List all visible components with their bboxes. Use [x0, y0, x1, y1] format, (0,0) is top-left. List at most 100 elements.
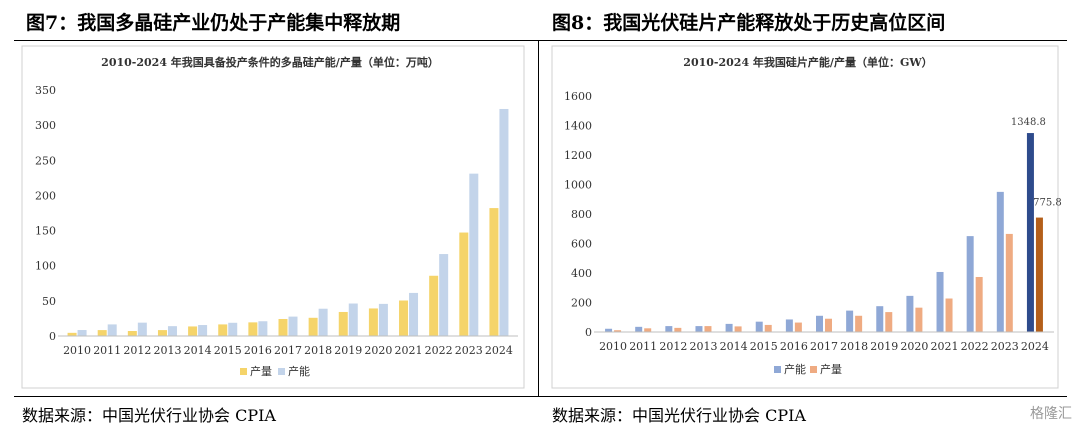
x-tick-label: 2019: [334, 344, 362, 357]
bar-capacity-2022: [966, 236, 974, 332]
y-tick-label: 200: [35, 189, 56, 202]
bar-output-2022: [429, 275, 439, 336]
chart-frame: [551, 45, 1059, 389]
bar-capacity-2014: [725, 323, 733, 332]
y-tick-label: 300: [35, 119, 56, 132]
legend-swatch-output: [810, 366, 817, 373]
bar-output-2013: [157, 330, 167, 336]
x-tick-label: 2021: [395, 344, 423, 357]
bar-capacity-2012: [137, 322, 147, 336]
bar-output-2014: [734, 326, 742, 332]
chart-frame: [21, 45, 525, 389]
x-tick-label: 2019: [870, 340, 898, 353]
x-tick-label: 2018: [840, 340, 868, 353]
x-tick-label: 2020: [364, 344, 392, 357]
wafer-chart-panel: 2010-2024 年我国硅片产能/产量（单位：GW） 0 200 400 600 80…: [548, 44, 1062, 392]
y-tick-label: 0: [585, 326, 592, 339]
bar-output-2017: [825, 318, 832, 332]
y-tick-label: 1000: [564, 179, 592, 192]
chart-title: 2010-2024 年我国具备投产条件的多晶硅产能/产量（单位：万吨）: [101, 55, 439, 69]
bar-capacity-2015: [755, 321, 763, 332]
top-rule-left: [14, 40, 538, 41]
bar-output-2023: [459, 232, 469, 336]
bar-output-2016: [794, 322, 802, 332]
bar-output-2020: [368, 308, 378, 336]
bar-output-2011: [97, 330, 107, 336]
bar-output-2024: [1035, 217, 1043, 332]
y-tick-label: 1200: [564, 149, 592, 162]
x-tick-label: 2023: [455, 344, 483, 357]
bar-capacity-2011: [107, 324, 117, 336]
source-note-left: 数据来源：中国光伏行业协会 CPIA: [22, 406, 276, 425]
bar-capacity-2022: [439, 254, 449, 336]
bar-output-2014: [188, 326, 198, 336]
bar-output-2010: [67, 332, 77, 336]
x-tick-label: 2021: [931, 340, 959, 353]
legend-label-capacity: 产能: [784, 362, 806, 376]
x-tick-label: 2016: [780, 340, 808, 353]
bar-output-2021: [945, 298, 953, 332]
bar-capacity-2017: [816, 315, 823, 332]
bar-output-2024: [489, 208, 499, 336]
bar-capacity-2019: [348, 303, 358, 336]
x-tick-label: 2024: [1021, 340, 1049, 353]
bar-capacity-2024: [499, 108, 509, 336]
y-tick-label: 200: [571, 297, 592, 310]
legend-swatch-capacity: [774, 366, 781, 373]
x-tick-label: 2015: [214, 344, 242, 357]
bar-output-2018: [855, 315, 863, 332]
bar-capacity-2011: [635, 326, 643, 332]
top-rule-right: [539, 40, 1067, 41]
bar-capacity-2016: [785, 319, 793, 332]
bar-capacity-2021: [409, 292, 419, 336]
polysilicon-chart: 2010-2024 年我国具备投产条件的多晶硅产能/产量（单位：万吨） 0 50 1…: [21, 45, 525, 389]
y-tick-label: 600: [571, 238, 592, 251]
y-tick-label: 400: [571, 267, 592, 280]
bar-capacity-2017: [288, 316, 298, 336]
x-tick-label: 2013: [689, 340, 717, 353]
bar-capacity-2014: [198, 325, 208, 336]
x-axis: 2010 2011 2012 2013 2014 2015 2016 2017 2018 2019…: [63, 344, 513, 357]
bar-output-2016: [248, 322, 258, 336]
bar-capacity-2013: [695, 326, 703, 332]
x-tick-label: 2023: [991, 340, 1019, 353]
bar-output-2023: [1005, 233, 1013, 332]
bar-output-2021: [399, 300, 409, 336]
bar-group: [605, 133, 1043, 332]
bar-output-2022: [975, 276, 983, 332]
x-tick-label: 2010: [63, 344, 91, 357]
x-tick-label: 2024: [485, 344, 513, 357]
figure-8-title: 图8：我国光伏硅片产能释放处于历史高位区间: [552, 12, 946, 34]
y-tick-label: 0: [49, 330, 56, 343]
bar-output-2012: [127, 331, 137, 336]
bar-capacity-2016: [258, 321, 268, 336]
bar-capacity-2019: [876, 306, 884, 332]
x-tick-label: 2012: [659, 340, 687, 353]
bar-capacity-2023: [469, 173, 479, 336]
bar-capacity-2020: [378, 303, 388, 336]
y-axis: 0 50 100 150 200 250 300 350: [35, 84, 56, 343]
x-tick-label: 2014: [184, 344, 212, 357]
x-tick-label: 2010: [599, 340, 627, 353]
legend-swatch-output: [240, 368, 247, 375]
data-label-output-2024: 775.8: [1033, 198, 1062, 209]
x-tick-label: 2022: [961, 340, 989, 353]
bar-output-2019: [885, 312, 893, 332]
x-tick-label: 2011: [629, 340, 657, 353]
y-tick-label: 800: [571, 208, 592, 221]
x-tick-label: 2012: [123, 344, 151, 357]
bar-output-2012: [674, 327, 682, 332]
bar-output-2010: [614, 330, 622, 332]
bar-group: [67, 108, 509, 336]
source-note-right: 数据来源：中国光伏行业协会 CPIA: [552, 406, 806, 425]
x-tick-label: 2013: [153, 344, 181, 357]
y-tick-label: 150: [35, 225, 56, 238]
legend-label-capacity: 产能: [288, 364, 310, 378]
bar-capacity-2023: [996, 191, 1004, 332]
bar-output-2013: [704, 326, 712, 332]
bar-capacity-2012: [665, 326, 673, 332]
bar-capacity-2021: [936, 271, 944, 332]
bar-output-2019: [338, 311, 348, 336]
y-tick-label: 250: [35, 154, 56, 167]
bar-output-2015: [218, 324, 228, 336]
